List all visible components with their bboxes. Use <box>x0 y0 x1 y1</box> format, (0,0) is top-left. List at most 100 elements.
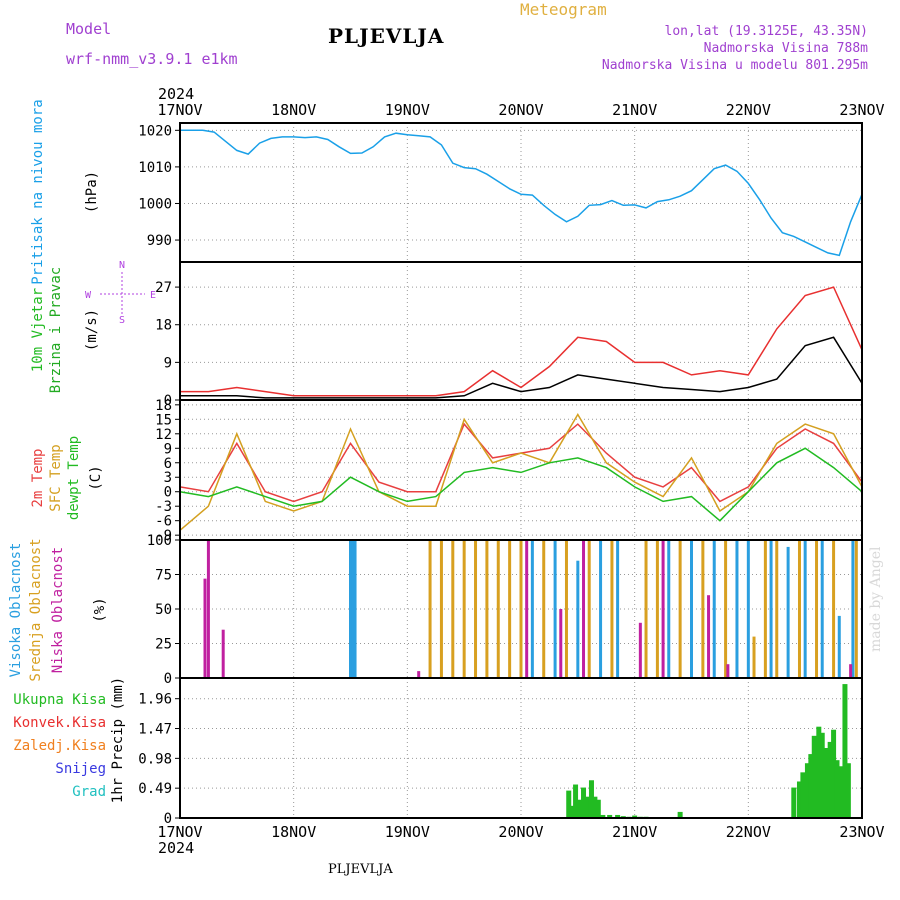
cloud-bar-low <box>221 629 225 678</box>
cloud-bar-mid <box>564 540 568 678</box>
coords-text: lon,lat (19.3125E, 43.35N) <box>664 24 869 39</box>
cloud-bar-low <box>203 578 207 678</box>
precip-bar-Ukupna Kisa <box>566 790 572 818</box>
precip-legend-0: Ukupna Kisa <box>13 692 106 708</box>
cloud-bar-mid <box>542 540 546 678</box>
wind-ytick-label: 18 <box>155 318 172 334</box>
temperature-ytick-label: 18 <box>155 398 172 414</box>
cloud-ylabel-low: Niska Oblacnost <box>50 547 66 673</box>
cloud-bar-mid <box>763 540 767 678</box>
cloud-bar-high <box>353 540 357 678</box>
cloud-bar-mid <box>508 540 512 678</box>
temperature-ytick-label: 0 <box>164 485 172 501</box>
precip-bar-Ukupna Kisa <box>839 766 845 818</box>
model-elevation-text: Nadmorska Visina u modelu 801.295m <box>601 58 868 73</box>
cloud-bar-high <box>786 546 790 678</box>
precip-bar-Ukupna Kisa <box>632 815 638 818</box>
cloud-bar-high <box>576 560 580 678</box>
x-tick-bottom-23NOV: 23NOV <box>839 823 884 841</box>
cloud-bar-mid <box>439 540 443 678</box>
temperature-ytick-label: -6 <box>155 514 172 530</box>
precip-legend-2: Zaledj.Kisa <box>13 738 106 754</box>
x-tick-bottom-20NOV: 20NOV <box>498 823 543 841</box>
elevation-text: Nadmorska Visina 788m <box>703 41 868 56</box>
precip-bar-Ukupna Kisa <box>827 741 833 818</box>
wind-series-gust <box>180 286 863 397</box>
cloud-bar-low <box>417 671 421 678</box>
cloud-bar-high <box>351 540 355 678</box>
temp-unit: (C) <box>88 465 104 490</box>
pressure-ytick-label: 990 <box>147 233 172 249</box>
cloud-bar-low <box>525 540 529 678</box>
precip-bar-Ukupna Kisa <box>842 684 848 818</box>
year-label-top: 2024 <box>158 85 194 103</box>
precip-bar-Ukupna Kisa <box>588 780 594 818</box>
product-title: Meteogram <box>520 0 607 19</box>
cloud-bar-mid <box>797 540 801 678</box>
cloud-bar-high <box>735 540 739 678</box>
pressure-series-line <box>180 129 863 257</box>
wind-ylabel-1: 10m Vjetar <box>30 288 46 372</box>
cloud-bar-mid <box>485 540 489 678</box>
precip-ytick-label: 1.47 <box>138 722 172 738</box>
precip-frame <box>179 677 863 819</box>
precip-bar-Ukupna Kisa <box>804 763 810 818</box>
pressure-ytick-label: 1000 <box>138 196 172 212</box>
precip-bar-Ukupna Kisa <box>581 787 587 818</box>
precip-bar-Ukupna Kisa <box>811 735 817 818</box>
cloud-bar-mid <box>587 540 591 678</box>
cloud-bar-high <box>746 540 750 678</box>
cloud-bar-low <box>206 540 210 678</box>
x-tick-bottom-21NOV: 21NOV <box>612 823 657 841</box>
x-tick-top-17NOV: 17NOV <box>157 101 202 119</box>
cloud-bar-mid <box>815 540 819 678</box>
x-tick-bottom-19NOV: 19NOV <box>385 823 430 841</box>
precip-bar-Ukupna Kisa <box>831 729 837 818</box>
precip-legend-1: Konvek.Kisa <box>13 715 106 731</box>
cloud-ylabel-mid: Srednja Oblacnost <box>28 538 44 681</box>
temp-ylabel-dewpt: dewpt Temp <box>66 436 82 520</box>
precip-bar-Ukupna Kisa <box>819 732 825 818</box>
precip-bar-Ukupna Kisa <box>834 760 840 818</box>
precip-bar-Ukupna Kisa <box>607 814 613 818</box>
cloud-ytick-label: 25 <box>155 637 172 653</box>
cloud-ytick-label: 50 <box>155 602 172 618</box>
cloud-ylabel-high: Visoka Oblacnost <box>8 543 24 678</box>
precip-ylabel: 1hr Precip (mm) <box>110 677 126 803</box>
rose-west: W <box>85 290 92 301</box>
cloud-bar-high <box>712 540 716 678</box>
precip-bar-Ukupna Kisa <box>791 787 797 818</box>
precip-bar-Ukupna Kisa <box>615 814 621 818</box>
precip-bar-Ukupna Kisa <box>823 748 829 818</box>
cloud-bar-low <box>726 664 730 678</box>
temperature-ytick-label: -9 <box>155 528 172 544</box>
precip-legend-4: Grad <box>72 784 106 800</box>
pressure-unit: (hPa) <box>84 171 100 213</box>
cloud-bar-high <box>820 540 824 678</box>
temperature-ytick-label: 15 <box>155 412 172 428</box>
temperature-ytick-label: 9 <box>164 441 172 457</box>
cloud-bar-mid <box>451 540 455 678</box>
x-tick-top-18NOV: 18NOV <box>271 101 316 119</box>
precip-bar-Ukupna Kisa <box>573 784 579 818</box>
cloud-bar-low <box>707 595 711 678</box>
model-name: wrf-nmm_v3.9.1 e1km <box>66 50 238 68</box>
precip-legend-3: Snijeg <box>55 761 106 777</box>
cloud-bar-high <box>349 540 352 678</box>
wind-ytick-label: 9 <box>164 355 172 371</box>
precip-bar-Ukupna Kisa <box>808 754 814 818</box>
precip-bar-Ukupna Kisa <box>800 772 806 818</box>
cloud-bar-low <box>849 664 853 678</box>
cloud-unit: (%) <box>92 597 108 622</box>
precip-bar-Ukupna Kisa <box>595 799 601 818</box>
wind-ylabel-2: Brzina i Pravac <box>48 267 64 393</box>
temp-ylabel-sfc: SFC Temp <box>48 444 64 511</box>
cloud-bar-mid <box>496 540 500 678</box>
cloud-bar-high <box>837 615 841 678</box>
rose-south: S <box>119 315 125 326</box>
cloud-bar-high <box>553 540 557 678</box>
cloud-bar-mid <box>678 540 682 678</box>
cloud-ytick-label: 100 <box>147 533 172 549</box>
cloud-bar-mid <box>610 540 614 678</box>
